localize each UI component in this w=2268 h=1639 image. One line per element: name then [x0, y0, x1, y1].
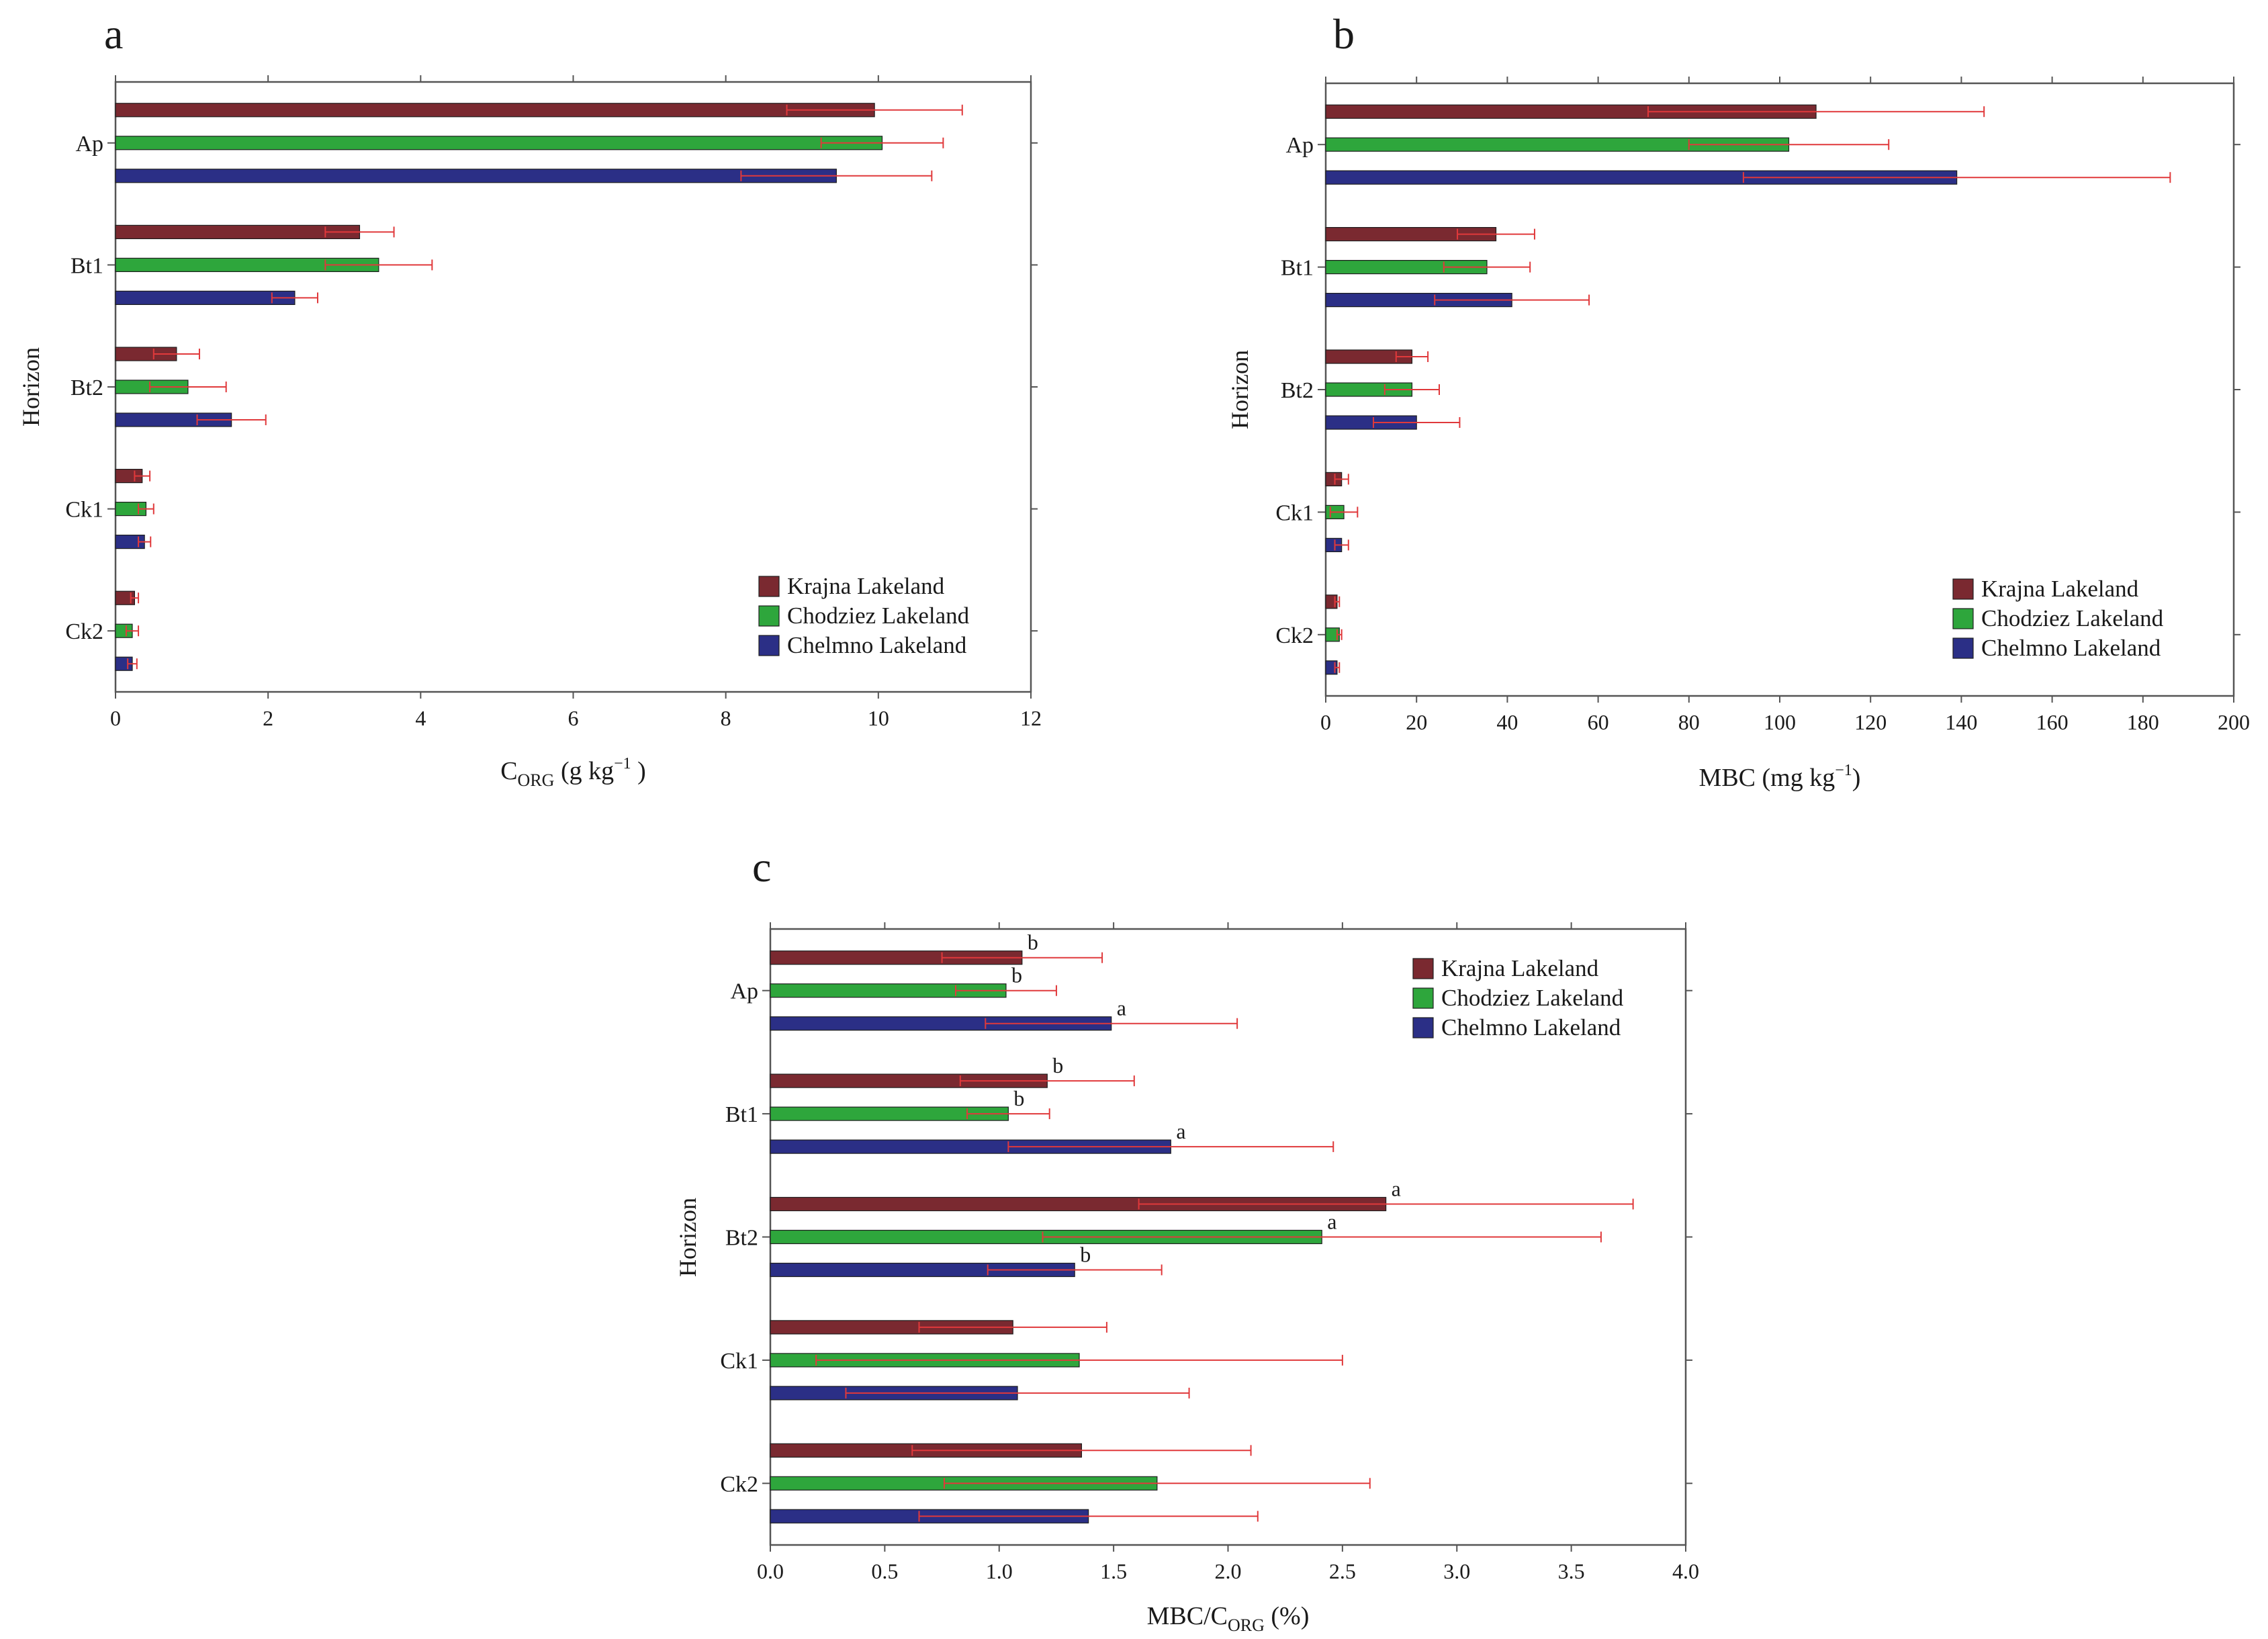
legend-swatch-krajna: [1412, 958, 1434, 979]
x-axis-label-part: −1: [1835, 762, 1852, 779]
x-axis-label-part: (g kg: [554, 757, 614, 785]
legend-swatch-chelmno: [1952, 637, 1974, 659]
legend-label-krajna: Krajna Lakeland: [787, 573, 945, 599]
x-tick-label: 12: [1020, 706, 1042, 730]
x-tick-label: 1.0: [986, 1559, 1013, 1583]
x-axis-label: MBC/CORG (%): [1147, 1602, 1310, 1635]
category-label: Ap: [730, 979, 758, 1004]
legend-swatch-chelmno: [1412, 1017, 1434, 1038]
x-tick-label: 80: [1678, 710, 1700, 734]
category-label: Ck2: [720, 1472, 758, 1497]
x-tick-label: 100: [1764, 710, 1796, 734]
x-axis-label: CORG (g kg−1 ): [500, 755, 646, 790]
x-tick-label: 0.5: [871, 1559, 898, 1583]
significance-label: a: [1327, 1210, 1336, 1234]
bar-krajna-ap: [115, 103, 875, 118]
x-tick-label: 4.0: [1672, 1559, 1699, 1583]
x-axis-label-part: ): [1852, 764, 1861, 792]
x-tick-label: 3.0: [1443, 1559, 1470, 1583]
y-axis-label: Horizon: [17, 347, 44, 427]
category-label: Bt2: [1281, 378, 1314, 403]
x-tick-label: 40: [1496, 710, 1518, 734]
x-axis-label-part: ORG: [518, 770, 555, 790]
significance-label: a: [1117, 996, 1126, 1020]
category-label: Ap: [1285, 133, 1314, 158]
category-label: Bt2: [725, 1226, 758, 1251]
x-tick-label: 20: [1406, 710, 1427, 734]
x-tick-label: 0.0: [757, 1559, 784, 1583]
x-tick-label: 2.0: [1215, 1559, 1242, 1583]
category-label: Ck1: [1275, 500, 1314, 525]
x-tick-label: 6: [568, 706, 579, 730]
legend-label-chodziez: Chodziez Lakeland: [787, 603, 970, 629]
significance-label: b: [1052, 1053, 1063, 1077]
category-label: Ap: [75, 132, 103, 157]
legend-swatch-chodziez: [758, 605, 780, 627]
category-label: Ck2: [1275, 623, 1314, 648]
category-label: Bt1: [1281, 256, 1314, 281]
x-tick-label: 0: [110, 706, 121, 730]
x-tick-label: 160: [2036, 710, 2069, 734]
legend-label-chodziez: Chodziez Lakeland: [1441, 985, 1624, 1011]
x-tick-label: 60: [1588, 710, 1609, 734]
x-tick-label: 4: [415, 706, 426, 730]
category-label: Bt1: [71, 253, 103, 278]
x-tick-label: 200: [2218, 710, 2250, 734]
x-axis-label: MBC (mg kg−1): [1699, 762, 1861, 792]
x-tick-label: 180: [2127, 710, 2159, 734]
chart-panel-b: b 0 20 40 60 80 100 120 140 160 180 200 Ap Bt1 Bt2 Ck1 C…: [1226, 10, 2250, 792]
bar-chodziez-ap: [115, 136, 883, 150]
legend-label-krajna: Krajna Lakeland: [1981, 576, 2139, 602]
panel-letter: c: [752, 843, 771, 891]
chart-panel-a: a 0 2 4 6 8 10 12 Ap Bt1 Bt2 Ck1 Ck2 Horizon CORG (g k…: [17, 10, 1042, 790]
legend-swatch-chelmno: [758, 635, 780, 656]
category-label: Ck2: [65, 619, 103, 644]
legend-swatch-krajna: [758, 576, 780, 597]
y-axis-label: Horizon: [674, 1198, 701, 1277]
x-axis-label-part: MBC (mg kg: [1699, 764, 1835, 792]
x-tick-label: 2: [263, 706, 273, 730]
x-tick-label: 0: [1320, 710, 1331, 734]
x-axis-label-part: −1: [614, 755, 631, 772]
significance-label: b: [1013, 1086, 1024, 1110]
category-label: Bt2: [71, 375, 103, 400]
legend-swatch-chodziez: [1952, 608, 1974, 629]
x-axis-label-part: MBC/C: [1147, 1602, 1228, 1630]
legend-label-chelmno: Chelmno Lakeland: [1441, 1014, 1621, 1040]
x-tick-label: 140: [1945, 710, 1977, 734]
legend-swatch-krajna: [1952, 578, 1974, 600]
bar-krajna-bt1: [115, 224, 361, 239]
x-tick-label: 120: [1854, 710, 1887, 734]
legend-label-krajna: Krajna Lakeland: [1441, 955, 1599, 981]
panel-letter: b: [1333, 10, 1355, 58]
significance-label: a: [1176, 1119, 1185, 1143]
legend-label-chodziez: Chodziez Lakeland: [1981, 605, 2164, 631]
significance-label: b: [1080, 1243, 1091, 1267]
x-tick-label: 2.5: [1329, 1559, 1356, 1583]
chart-panel-c: c 0.0 0.5 1.0 1.5 2.0 2.5 3.0 3.5 4.0 Ap Bt1 Bt2 Ck1 C…: [674, 843, 1699, 1635]
x-axis-label-part: ): [631, 757, 646, 785]
legend-label-chelmno: Chelmno Lakeland: [1981, 635, 2161, 661]
x-tick-label: 10: [868, 706, 889, 730]
x-axis-label-part: C: [500, 757, 517, 785]
category-label: Ck1: [720, 1349, 758, 1374]
significance-label: b: [1011, 963, 1022, 987]
significance-label: a: [1392, 1177, 1401, 1201]
x-axis-label-part: ORG: [1228, 1615, 1265, 1635]
bar-chelmno-bt1: [115, 290, 296, 305]
category-label: Bt1: [725, 1102, 758, 1127]
x-tick-label: 8: [721, 706, 731, 730]
significance-label: b: [1028, 930, 1038, 955]
y-axis-label: Horizon: [1226, 350, 1253, 429]
legend-label-chelmno: Chelmno Lakeland: [787, 632, 967, 658]
panel-letter: a: [104, 10, 123, 58]
legend-swatch-chodziez: [1412, 987, 1434, 1009]
x-axis-label-part: (%): [1265, 1602, 1309, 1630]
x-tick-label: 1.5: [1100, 1559, 1127, 1583]
x-tick-label: 3.5: [1558, 1559, 1585, 1583]
bar-chelmno-ap: [115, 169, 837, 183]
category-label: Ck1: [65, 498, 103, 523]
